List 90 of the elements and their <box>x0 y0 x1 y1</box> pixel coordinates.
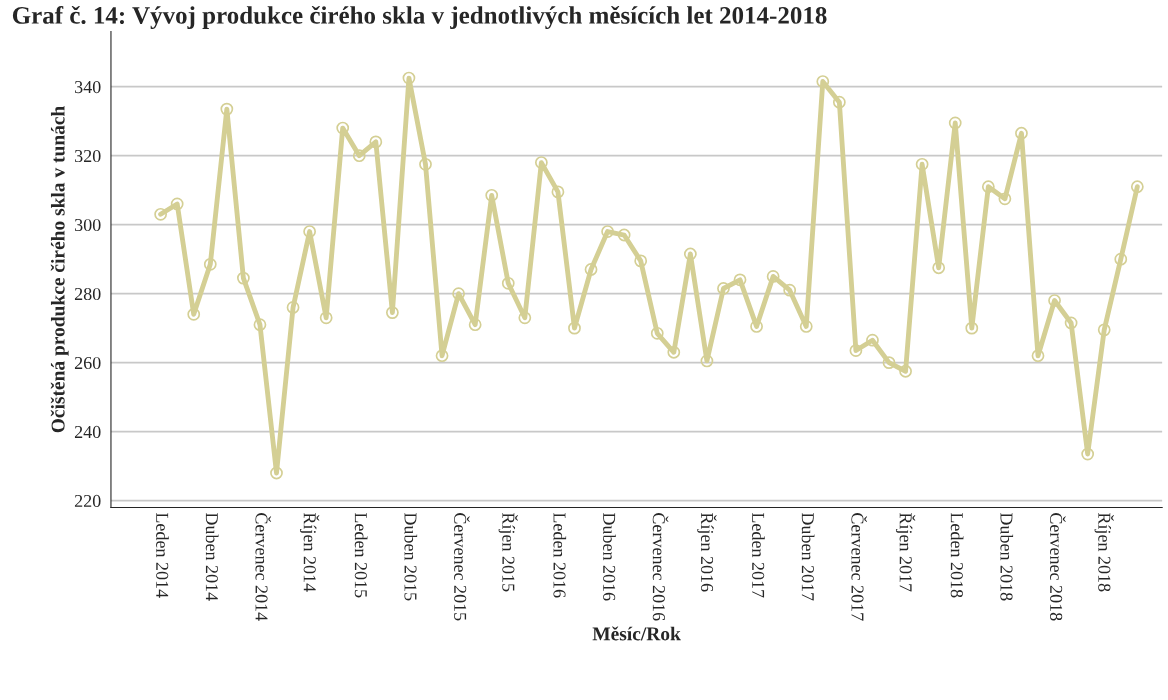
x-tick-label: Červenec 2015 <box>454 513 470 621</box>
point <box>932 261 946 275</box>
point <box>253 318 267 332</box>
point <box>683 247 697 261</box>
point <box>1064 316 1078 330</box>
point <box>634 254 648 268</box>
point <box>568 321 581 335</box>
point <box>551 185 565 199</box>
point <box>270 466 283 480</box>
point <box>733 273 747 287</box>
x-tick-label: Říjen 2016 <box>697 512 717 592</box>
point <box>352 149 366 163</box>
x-tick-label: Duben 2015 <box>404 512 418 601</box>
point <box>485 188 499 202</box>
point <box>717 282 730 295</box>
point <box>1081 447 1095 461</box>
point <box>584 263 598 276</box>
point <box>452 287 465 301</box>
y-tick-label: 320 <box>75 149 101 163</box>
x-tick-label: Červenec 2017 <box>851 513 868 621</box>
chart-title: Graf č. 14: Vývoj produkce čirého skla v jednotlivých měsících let 2014-2018 <box>12 5 827 30</box>
point <box>154 207 168 221</box>
point <box>385 306 399 320</box>
point <box>534 156 548 169</box>
point <box>965 321 979 335</box>
point <box>849 344 863 357</box>
x-tick-label: Duben 2016 <box>603 512 616 601</box>
point <box>419 157 432 171</box>
point <box>650 326 664 340</box>
point <box>518 311 532 325</box>
point <box>237 271 250 285</box>
point <box>369 135 383 149</box>
point <box>882 356 896 370</box>
point <box>700 354 714 368</box>
point <box>402 71 416 85</box>
point <box>783 283 797 297</box>
x-tick-label: Duben 2017 <box>801 512 815 601</box>
point <box>187 307 201 321</box>
point <box>766 270 780 283</box>
x-axis-title: Měsíc/Rok <box>592 626 681 641</box>
x-tick-label: Říjen 2015 <box>498 512 518 592</box>
point <box>866 333 879 347</box>
x-tick-label: Leden 2017 <box>752 512 765 598</box>
point <box>435 349 449 363</box>
point <box>981 180 995 194</box>
point <box>832 95 846 109</box>
y-tick-label: 260 <box>74 356 101 370</box>
x-tick-label: Leden 2015 <box>354 512 368 598</box>
point <box>303 225 317 238</box>
point <box>799 320 813 333</box>
x-tick-label: Říjen 2018 <box>1094 512 1114 592</box>
x-tick-label: Červenec 2016 <box>652 513 669 621</box>
point <box>1031 349 1045 363</box>
point <box>750 320 763 333</box>
point <box>1114 252 1128 266</box>
point <box>899 364 912 378</box>
point <box>816 75 830 88</box>
x-tick-label: Leden 2014 <box>156 512 169 598</box>
x-tick-label: Červenec 2018 <box>1050 513 1066 621</box>
y-tick-label: 340 <box>75 80 101 94</box>
point <box>1130 180 1144 194</box>
point <box>468 318 482 332</box>
x-tick-label: Červenec 2014 <box>255 513 272 621</box>
point <box>220 102 234 116</box>
x-tick-label: Leden 2016 <box>553 512 567 598</box>
point <box>915 157 929 171</box>
x-tick-label: Leden 2018 <box>950 512 964 598</box>
point <box>501 276 515 290</box>
point <box>203 257 217 271</box>
point <box>1015 126 1028 140</box>
point <box>336 121 350 135</box>
point <box>948 116 962 130</box>
y-tick-label: 300 <box>75 218 101 232</box>
point <box>319 311 333 325</box>
y-tick-label: 280 <box>74 287 101 301</box>
x-tick-label: Říjen 2014 <box>299 512 320 592</box>
point <box>617 228 631 242</box>
x-tick-label: Říjen 2017 <box>895 512 916 592</box>
point <box>1097 323 1111 337</box>
y-tick-label: 220 <box>74 494 101 508</box>
point <box>1048 294 1061 307</box>
x-tick-label: Duben 2018 <box>1000 512 1014 601</box>
point <box>667 345 681 359</box>
point <box>170 197 184 211</box>
point <box>998 192 1012 206</box>
point <box>286 301 300 314</box>
y-tick-label: 240 <box>74 425 101 439</box>
x-tick-label: Duben 2014 <box>205 512 219 601</box>
point <box>601 225 614 238</box>
y-axis-title: Očištěná produkce čirého skla v tunách <box>50 106 69 433</box>
